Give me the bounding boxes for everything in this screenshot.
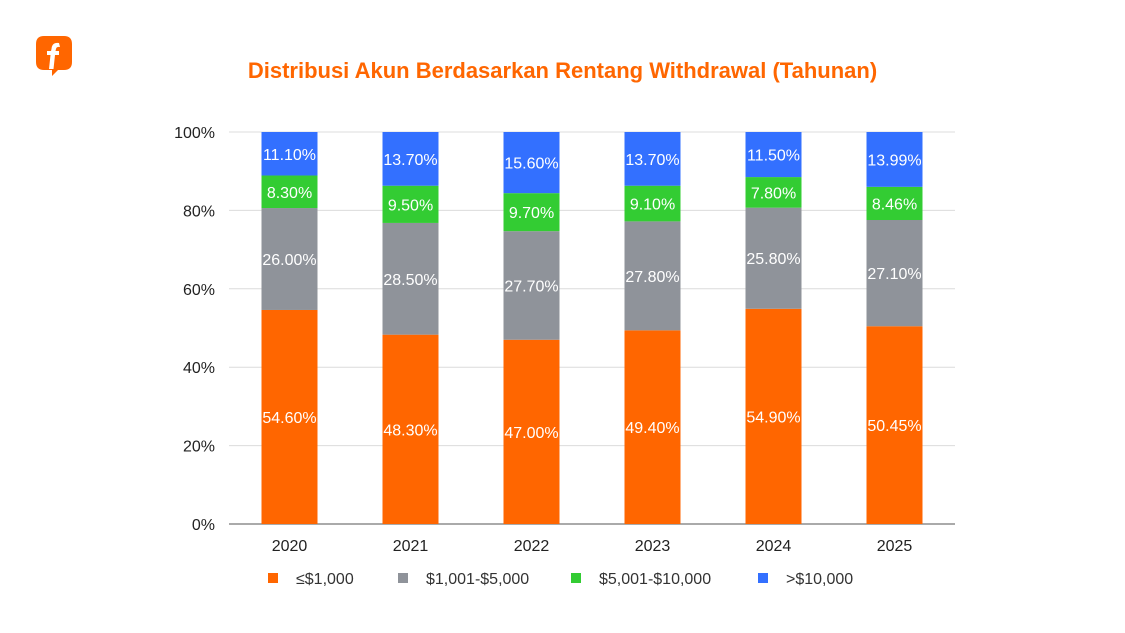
legend-label: $1,001-$5,000 bbox=[426, 571, 529, 588]
bar-segment bbox=[261, 309, 318, 524]
bar-segment bbox=[745, 207, 802, 309]
y-tick-label: 20% bbox=[183, 439, 215, 456]
data-label: 50.45% bbox=[867, 418, 921, 435]
data-label: 13.70% bbox=[625, 152, 679, 169]
data-label: 8.46% bbox=[872, 196, 917, 213]
bar-segment bbox=[382, 185, 439, 223]
bar-segment bbox=[503, 339, 560, 524]
data-label: 27.10% bbox=[867, 266, 921, 283]
brand-logo-icon bbox=[36, 36, 72, 76]
bar-segment bbox=[382, 132, 439, 186]
legend-label: $5,001-$10,000 bbox=[599, 571, 711, 588]
legend-swatch bbox=[268, 573, 278, 583]
data-label: 54.90% bbox=[746, 409, 800, 426]
x-tick-label: 2025 bbox=[877, 538, 913, 555]
data-label: 27.80% bbox=[625, 269, 679, 286]
data-label: 13.99% bbox=[867, 152, 921, 169]
x-tick-label: 2022 bbox=[514, 538, 550, 555]
bar-segment bbox=[382, 334, 439, 524]
data-label: 8.30% bbox=[267, 185, 312, 202]
legend-swatch bbox=[398, 573, 408, 583]
bar-segment bbox=[745, 177, 802, 208]
bar-segment bbox=[866, 326, 923, 524]
legend-label: ≤$1,000 bbox=[296, 571, 354, 588]
x-tick-label: 2021 bbox=[393, 538, 429, 555]
bar-segment bbox=[866, 220, 923, 327]
y-tick-label: 0% bbox=[192, 517, 215, 534]
legend-swatch bbox=[758, 573, 768, 583]
data-label: 25.80% bbox=[746, 251, 800, 268]
bar-segment bbox=[503, 193, 560, 232]
bar-segment bbox=[261, 175, 318, 209]
y-tick-label: 40% bbox=[183, 360, 215, 377]
y-tick-label: 80% bbox=[183, 203, 215, 220]
bar-segment bbox=[624, 132, 681, 186]
data-label: 9.10% bbox=[630, 197, 675, 214]
bar-segment bbox=[624, 330, 681, 524]
y-tick-label: 100% bbox=[174, 125, 215, 142]
x-tick-label: 2024 bbox=[756, 538, 792, 555]
x-tick-label: 2023 bbox=[635, 538, 671, 555]
bar-segment bbox=[382, 222, 439, 335]
bar-segment bbox=[261, 208, 318, 310]
bar-segment bbox=[624, 221, 681, 331]
data-label: 9.50% bbox=[388, 197, 433, 214]
bar-segment bbox=[745, 308, 802, 524]
bar-segment bbox=[624, 185, 681, 222]
legend-label: >$10,000 bbox=[786, 571, 853, 588]
bar-segment bbox=[745, 132, 802, 178]
data-label: 15.60% bbox=[504, 156, 558, 173]
bar-segment bbox=[503, 132, 560, 194]
data-label: 48.30% bbox=[383, 422, 437, 439]
bar-segment bbox=[866, 132, 923, 187]
legend-swatch bbox=[571, 573, 581, 583]
bar-segment bbox=[866, 186, 923, 221]
data-label: 9.70% bbox=[509, 205, 554, 222]
data-label: 11.10% bbox=[263, 147, 316, 164]
data-label: 26.00% bbox=[262, 252, 316, 269]
y-tick-label: 60% bbox=[183, 282, 215, 299]
data-label: 54.60% bbox=[262, 410, 316, 427]
data-label: 28.50% bbox=[383, 272, 437, 289]
data-label: 13.70% bbox=[383, 152, 437, 169]
bar-segment bbox=[503, 231, 560, 340]
chart-title: Distribusi Akun Berdasarkan Rentang With… bbox=[247, 58, 878, 83]
x-tick-label: 2020 bbox=[272, 538, 308, 555]
data-label: 11.50% bbox=[747, 148, 800, 165]
bar-segment bbox=[261, 132, 318, 176]
data-label: 27.70% bbox=[504, 278, 558, 295]
data-label: 47.00% bbox=[504, 425, 558, 442]
data-label: 7.80% bbox=[751, 185, 796, 202]
data-label: 49.40% bbox=[625, 420, 679, 437]
